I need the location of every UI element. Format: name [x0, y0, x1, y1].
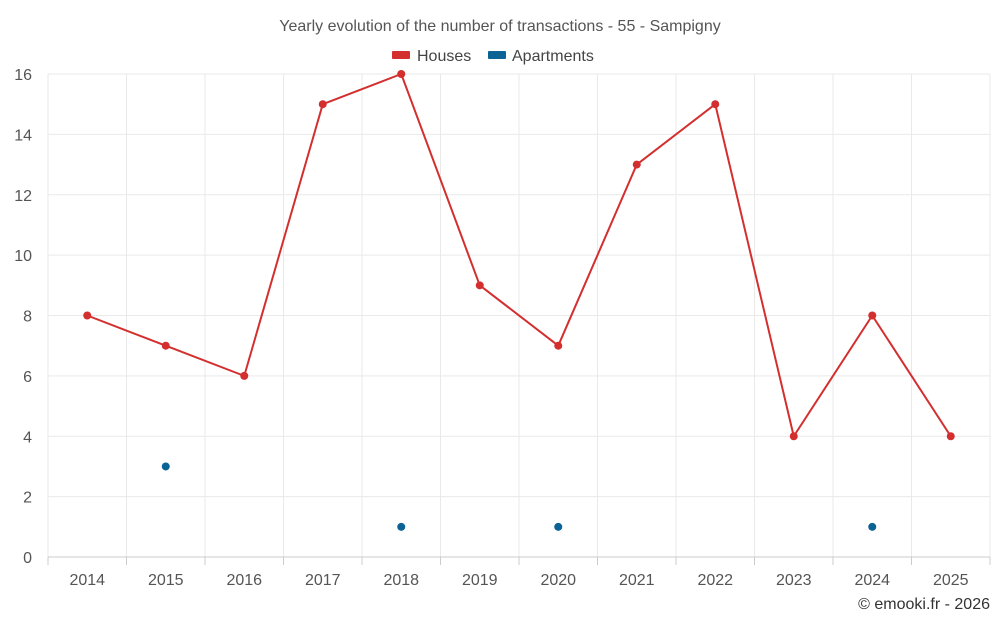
series-apartments — [161, 462, 877, 531]
data-point-houses[interactable] — [161, 341, 170, 350]
grid-lines — [47, 73, 991, 557]
chart-legend: Houses Apartments — [392, 48, 594, 65]
data-point-apartments[interactable] — [554, 522, 563, 531]
data-point-apartments[interactable] — [397, 522, 406, 531]
data-point-houses[interactable] — [711, 100, 720, 109]
y-tick-label: 0 — [23, 550, 32, 567]
x-tick-label: 2021 — [619, 572, 655, 589]
legend-swatch-apartments — [488, 51, 506, 59]
y-tick-label: 10 — [14, 248, 32, 265]
y-tick-label: 16 — [14, 67, 32, 84]
x-tick-label: 2024 — [854, 572, 890, 589]
data-point-houses[interactable] — [475, 281, 484, 290]
x-axis: 2014 2015 2016 2017 2018 2019 2020 2021 2022 2023… — [47, 556, 991, 589]
y-tick-label: 8 — [23, 309, 32, 326]
legend-label-apartments: Apartments — [512, 48, 594, 65]
data-point-houses[interactable] — [789, 432, 798, 441]
credit-text: © emooki.fr - 2026 — [858, 596, 990, 613]
x-tick-label: 2019 — [462, 572, 498, 589]
x-tick-label: 2017 — [305, 572, 341, 589]
x-tick-label: 2014 — [69, 572, 105, 589]
legend-item-houses[interactable]: Houses — [392, 48, 471, 65]
x-tick-label: 2015 — [148, 572, 184, 589]
data-point-houses[interactable] — [397, 70, 406, 78]
y-axis: 0 2 4 6 8 10 12 14 16 — [14, 67, 32, 567]
y-tick-label: 12 — [14, 188, 32, 205]
y-tick-label: 2 — [23, 490, 32, 507]
y-tick-label: 6 — [23, 369, 32, 386]
x-tick-label: 2018 — [383, 572, 419, 589]
data-point-apartments[interactable] — [868, 522, 877, 531]
data-point-houses[interactable] — [632, 160, 641, 169]
series-houses — [83, 70, 955, 441]
data-point-apartments[interactable] — [161, 462, 170, 471]
data-point-houses[interactable] — [554, 341, 563, 350]
x-tick-label: 2020 — [540, 572, 576, 589]
data-point-houses[interactable] — [946, 432, 955, 441]
chart-title: Yearly evolution of the number of transa… — [279, 18, 720, 35]
data-point-houses[interactable] — [868, 311, 877, 320]
y-tick-label: 4 — [23, 429, 32, 446]
series — [83, 70, 955, 531]
legend-label-houses: Houses — [417, 48, 471, 65]
data-point-houses[interactable] — [83, 311, 92, 320]
x-tick-label: 2016 — [226, 572, 262, 589]
legend-item-apartments[interactable]: Apartments — [488, 48, 594, 65]
data-point-houses[interactable] — [240, 371, 249, 380]
series-line-houses — [86, 73, 952, 438]
legend-swatch-houses — [392, 51, 410, 59]
y-tick-label: 14 — [14, 127, 32, 144]
x-tick-label: 2023 — [776, 572, 812, 589]
data-point-houses[interactable] — [318, 100, 327, 109]
x-tick-label: 2022 — [697, 572, 733, 589]
x-tick-label: 2025 — [933, 572, 969, 589]
